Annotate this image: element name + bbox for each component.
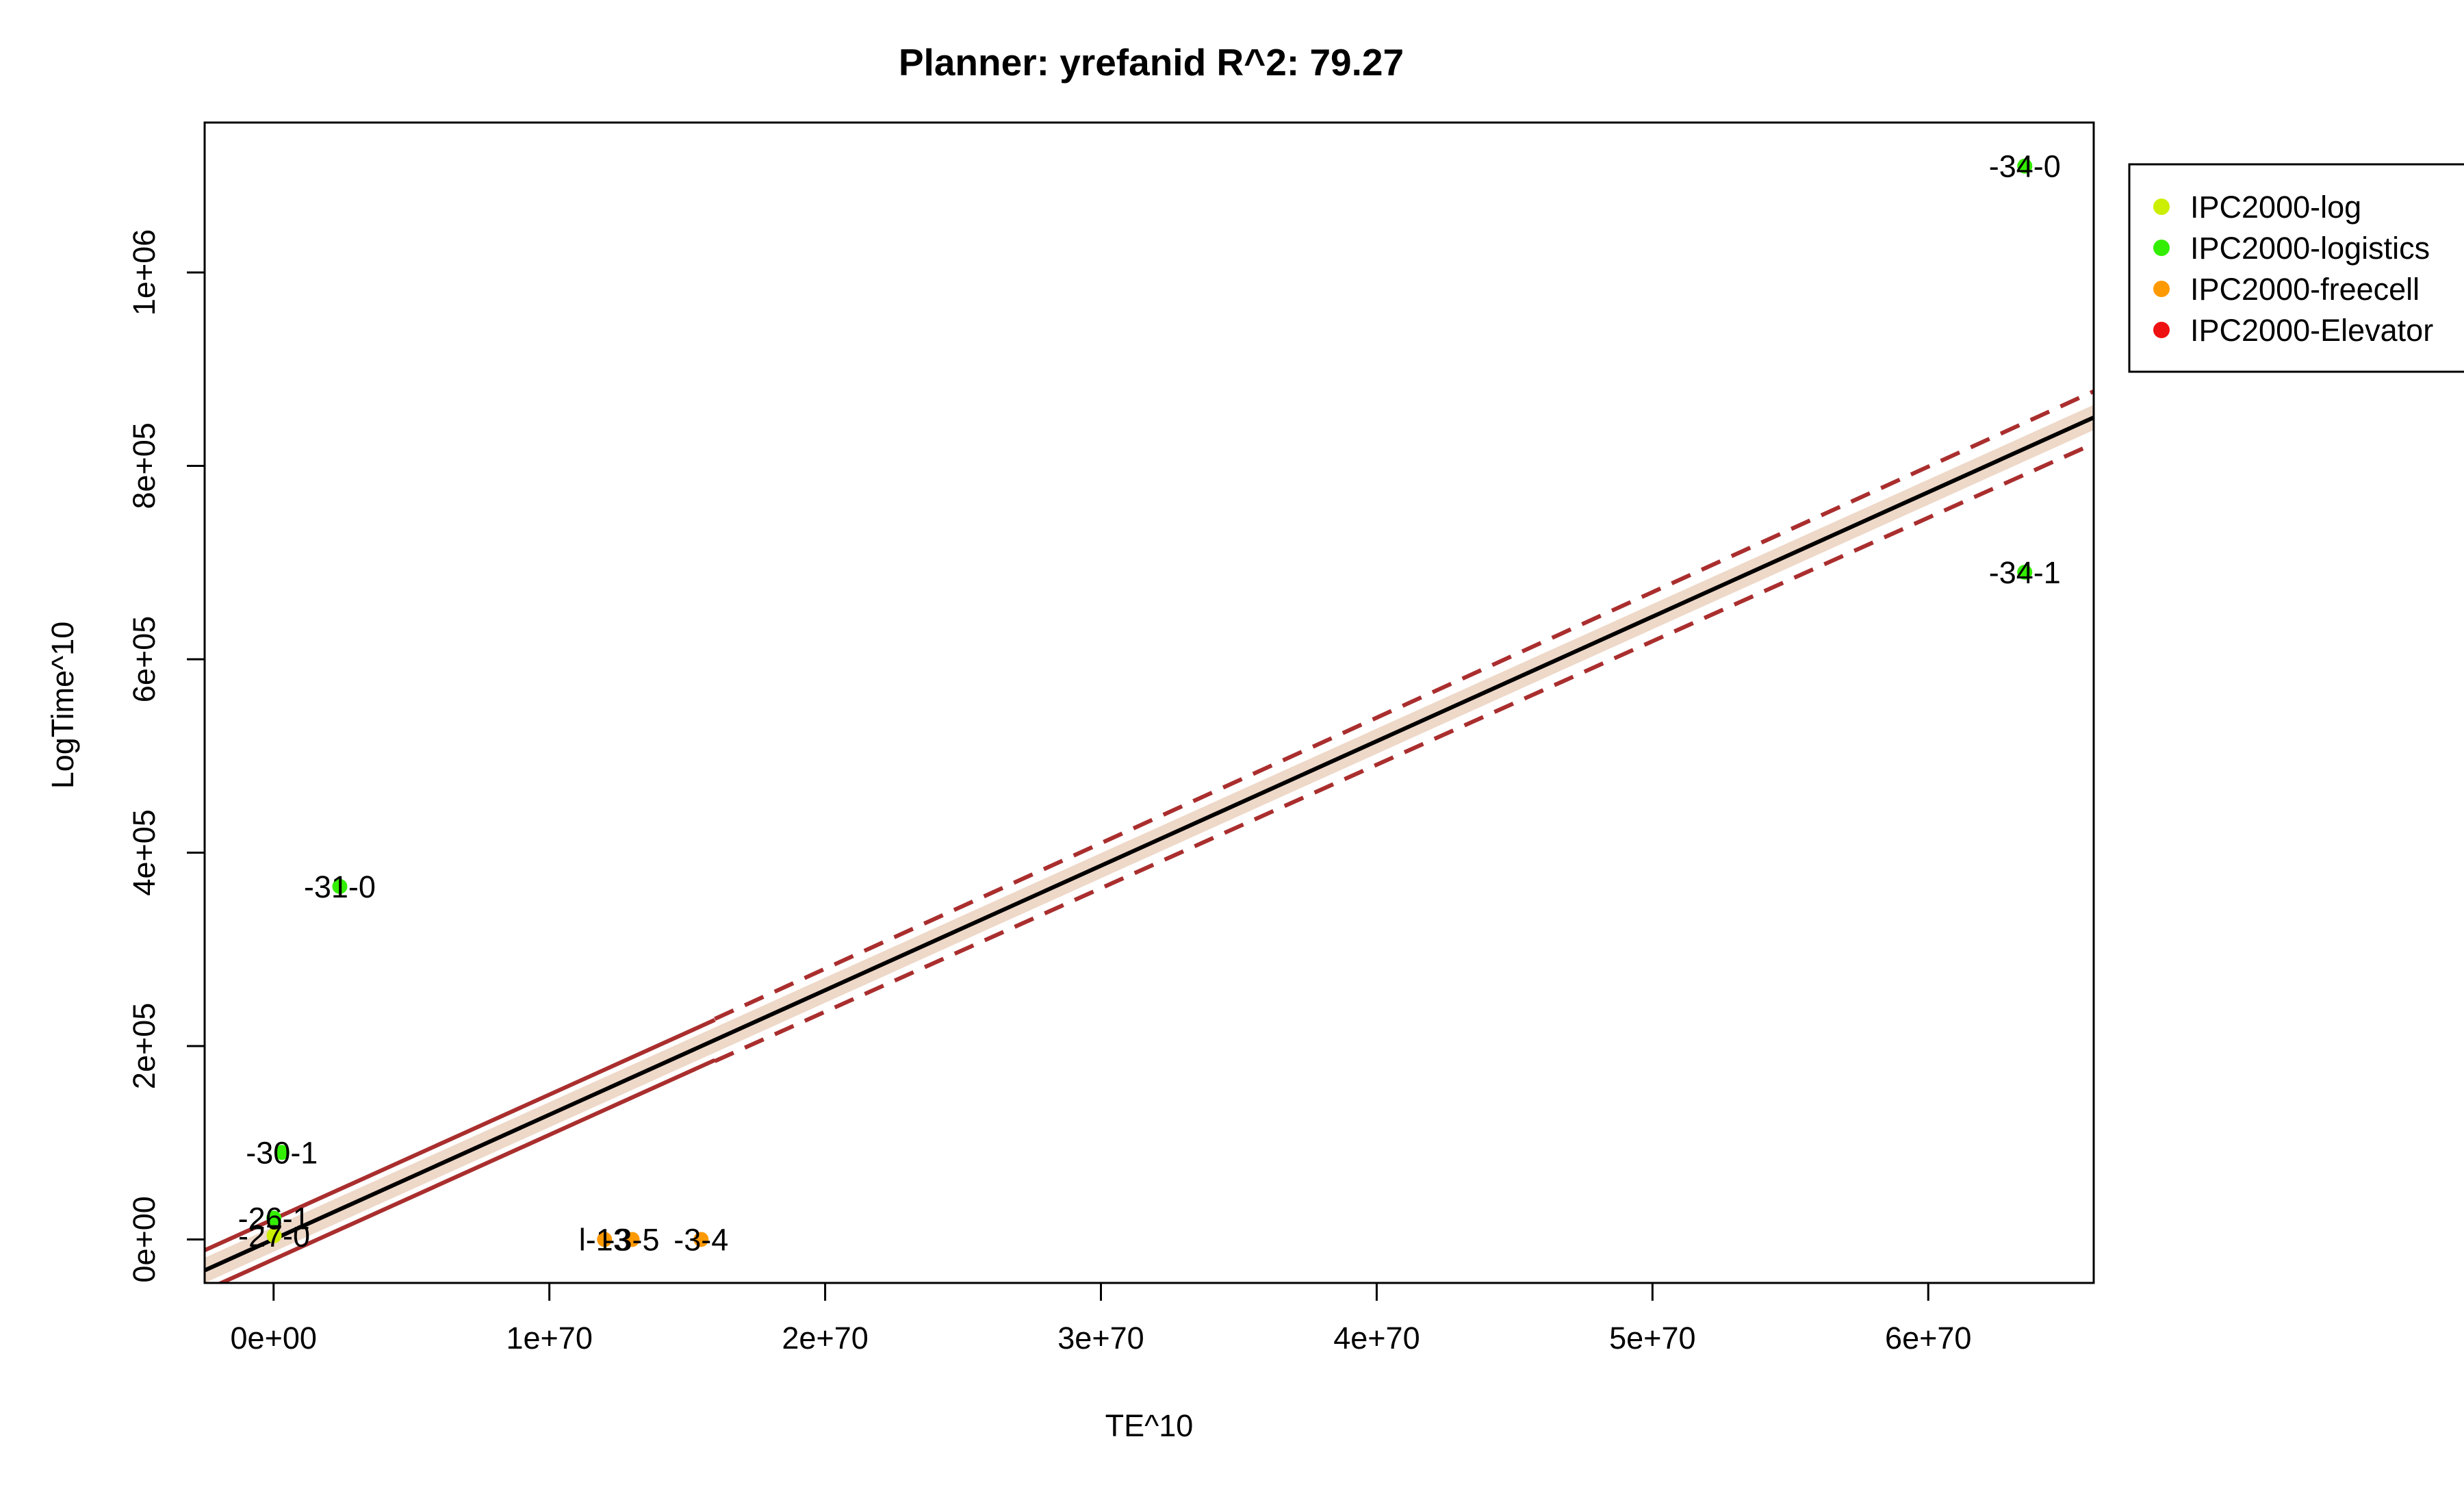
x-tick-label: 5e+70 bbox=[1609, 1321, 1695, 1356]
legend-label: IPC2000-Elevator bbox=[2190, 313, 2433, 348]
x-tick-label: 2e+70 bbox=[782, 1321, 868, 1356]
interval-upper-solid bbox=[205, 1018, 716, 1252]
legend-box bbox=[2128, 163, 2464, 373]
x-tick-label: 1e+70 bbox=[506, 1321, 592, 1356]
legend-marker bbox=[2153, 281, 2170, 297]
legend-marker bbox=[2153, 322, 2170, 338]
x-tick-label: 6e+70 bbox=[1885, 1321, 1971, 1356]
interval-upper-dashed bbox=[714, 389, 2094, 1021]
x-axis-label: TE^10 bbox=[1105, 1408, 1194, 1443]
data-point bbox=[266, 1227, 282, 1243]
legend-marker bbox=[2153, 240, 2170, 256]
plot-area: -34-0 -34-1 -31-0 -30-1 -26-1-27-0 l-13-3-5 -3… bbox=[205, 149, 2094, 1283]
data-point bbox=[2017, 158, 2033, 174]
legend: IPC2000-log IPC2000-logistics IPC2000-free… bbox=[2128, 163, 2464, 373]
regression-group bbox=[205, 389, 2094, 1283]
data-point bbox=[274, 1145, 290, 1160]
point-label: -30-1 bbox=[246, 1135, 318, 1170]
point-label: -34-1 bbox=[1989, 555, 2061, 590]
legend-label: IPC2000-log bbox=[2190, 190, 2361, 225]
data-point bbox=[332, 878, 348, 894]
y-tick-label: 2e+05 bbox=[127, 1003, 162, 1089]
legend-label: IPC2000-freecell bbox=[2190, 272, 2420, 307]
y-axis: 0e+00 2e+05 4e+05 6e+05 8e+05 1e+06 bbox=[127, 229, 206, 1283]
point-label: -26-1 bbox=[238, 1201, 310, 1236]
data-point bbox=[2017, 564, 2033, 580]
data-point bbox=[693, 1232, 709, 1247]
interval-lower-solid bbox=[216, 1058, 716, 1283]
chart-title: Planner: yrefanid R^2: 79.27 bbox=[899, 41, 1404, 84]
data-point bbox=[624, 1232, 640, 1247]
point-label: -27-0 bbox=[238, 1219, 310, 1253]
data-point bbox=[597, 1232, 613, 1247]
point-label: -34-0 bbox=[1989, 149, 2061, 184]
y-axis-label: LogTime^10 bbox=[45, 622, 80, 789]
y-tick-label: 1e+06 bbox=[127, 229, 162, 316]
x-tick-label: 4e+70 bbox=[1333, 1321, 1420, 1356]
interval-lower-dashed bbox=[714, 442, 2094, 1063]
y-tick-label: 8e+05 bbox=[127, 422, 162, 509]
point-label: -3-5 bbox=[605, 1222, 660, 1257]
point-label: -31-0 bbox=[304, 869, 376, 904]
x-tick-label: 3e+70 bbox=[1057, 1321, 1144, 1356]
legend-marker bbox=[2153, 199, 2170, 215]
data-point bbox=[266, 1210, 282, 1226]
legend-label: IPC2000-logistics bbox=[2190, 231, 2430, 266]
y-tick-label: 6e+05 bbox=[127, 616, 162, 702]
x-axis: 0e+00 1e+70 2e+70 3e+70 4e+70 5e+70 6e+70 bbox=[231, 1282, 1971, 1356]
fit-line bbox=[205, 416, 2094, 1273]
y-tick-label: 0e+00 bbox=[127, 1196, 162, 1282]
x-tick-label: 0e+00 bbox=[231, 1321, 317, 1356]
point-label: l-13 bbox=[579, 1222, 630, 1257]
y-tick-label: 4e+05 bbox=[127, 809, 162, 895]
point-label: -3-4 bbox=[673, 1222, 728, 1257]
plot-frame bbox=[203, 121, 2095, 1284]
